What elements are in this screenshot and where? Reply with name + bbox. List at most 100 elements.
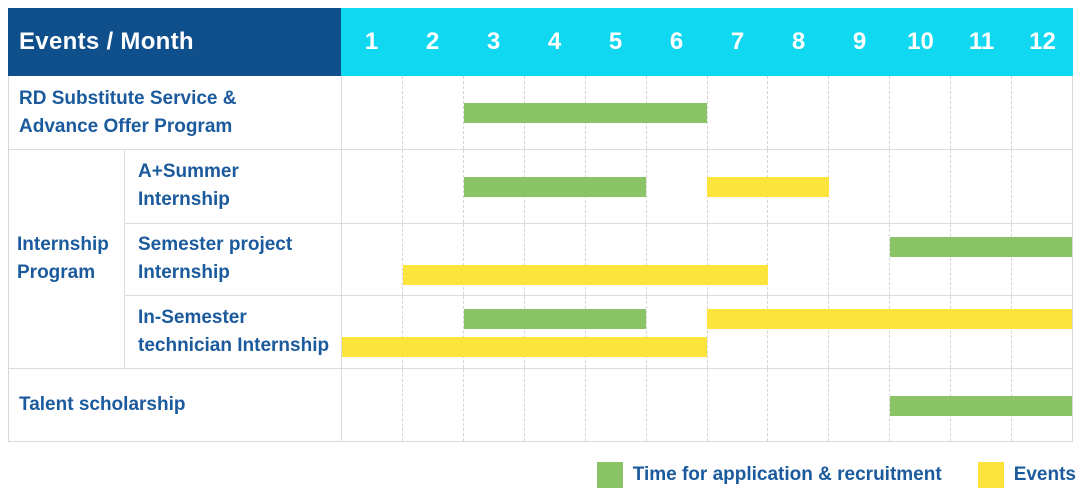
- legend-item-events: Events: [977, 462, 1076, 488]
- event-period-bar: [707, 309, 1072, 330]
- month-header-9: 9: [852, 28, 867, 55]
- grid-cell: [523, 296, 585, 368]
- grid-cell: [889, 76, 950, 149]
- row-label: Talent scholarship: [9, 369, 342, 441]
- grid-cell: [342, 369, 402, 441]
- month-header-10: 10: [907, 28, 934, 55]
- row-rd-substitute-service: RD Substitute Service & Advance Offer Pr…: [9, 76, 1072, 149]
- table-header-row: Events / Month 1 2 3 4 5 6 7 8 9 10 11 12: [8, 8, 1073, 76]
- grid-cell: [706, 296, 768, 368]
- grid-cell: [767, 76, 828, 149]
- grid-cell: [523, 369, 585, 441]
- row-in-semester-technician-internship: In-Semester technician Internship: [125, 295, 1072, 368]
- row-label: Semester project Internship: [125, 223, 342, 296]
- month-header-7: 7: [730, 28, 745, 55]
- application-swatch-icon: [596, 462, 623, 488]
- grid-cell: [767, 223, 828, 296]
- grid-cell: [401, 369, 463, 441]
- month-header-5: 5: [608, 28, 623, 55]
- row-group-internship-program: Internship Program A+Summer Internship S…: [9, 149, 1072, 368]
- grid-cell: [767, 296, 828, 368]
- grid-cell: [584, 223, 646, 296]
- row-label: In-Semester technician Internship: [125, 296, 342, 368]
- grid-cell: [950, 223, 1011, 296]
- row-label: RD Substitute Service & Advance Offer Pr…: [9, 76, 342, 149]
- month-header-8: 8: [791, 28, 806, 55]
- grid-cell: [767, 369, 828, 441]
- application-period-bar: [889, 236, 1072, 257]
- timeline-area: [342, 223, 1072, 296]
- grid-cell: [1011, 296, 1072, 368]
- months-header: 1 2 3 4 5 6 7 8 9 10 11 12: [341, 8, 1073, 76]
- month-header-4: 4: [547, 28, 562, 55]
- month-header-6: 6: [669, 28, 684, 55]
- event-period-bar: [342, 337, 707, 358]
- grid-cell: [584, 369, 646, 441]
- events-swatch-icon: [977, 462, 1004, 488]
- grid-cell: [889, 150, 950, 223]
- grid-cell: [950, 76, 1011, 149]
- grid-cell: [828, 150, 889, 223]
- application-period-bar: [463, 177, 647, 197]
- grid-cell: [401, 76, 463, 149]
- legend-label-application: Time for application & recruitment: [632, 464, 942, 485]
- timeline-area: [342, 150, 1072, 223]
- grid-cell: [1011, 76, 1072, 149]
- table-title: Events / Month: [8, 8, 341, 76]
- grid-cell: [462, 76, 524, 149]
- grid-cell: [342, 224, 402, 296]
- row-a-plus-summer-internship: A+Summer Internship: [125, 150, 1072, 223]
- grid-cell: [401, 150, 463, 223]
- month-header-12: 12: [1029, 28, 1056, 55]
- grid-cell: [828, 76, 889, 149]
- month-header-1: 1: [364, 28, 379, 55]
- grid-cell: [828, 369, 889, 441]
- events-month-table: Events / Month 1 2 3 4 5 6 7 8 9 10 11 12 RD Substi…: [8, 8, 1073, 442]
- grid-cell: [523, 223, 585, 296]
- month-header-3: 3: [486, 28, 501, 55]
- grid-cell: [889, 223, 950, 296]
- grid-cell: [645, 296, 707, 368]
- row-semester-project-internship: Semester project Internship: [125, 222, 1072, 296]
- month-header-2: 2: [425, 28, 440, 55]
- application-period-bar: [463, 309, 647, 330]
- month-header-11: 11: [968, 28, 995, 55]
- grid-cell: [645, 150, 707, 223]
- legend: Time for application & recruitment Event…: [596, 462, 1076, 488]
- grid-cell: [828, 223, 889, 296]
- grid-cell: [889, 296, 950, 368]
- grid-cell: [950, 150, 1011, 223]
- group-subrows: A+Summer Internship Semester project Int…: [125, 150, 1072, 368]
- grid-cell: [342, 150, 402, 223]
- grid-cell: [462, 296, 524, 368]
- grid-cell: [645, 223, 707, 296]
- timeline-area: [342, 369, 1072, 441]
- grid-cell: [462, 150, 524, 223]
- legend-item-application: Time for application & recruitment: [596, 462, 942, 488]
- grid-cell: [706, 223, 768, 296]
- row-label: A+Summer Internship: [125, 150, 342, 223]
- grid-cell: [462, 369, 524, 441]
- timeline-area: [342, 76, 1072, 149]
- timeline-area: [342, 296, 1072, 368]
- grid-cell: [401, 296, 463, 368]
- grid-cell: [706, 369, 768, 441]
- legend-label-events: Events: [1013, 464, 1076, 485]
- event-period-bar: [402, 264, 768, 285]
- application-period-bar: [463, 103, 707, 123]
- grid-cell: [342, 76, 402, 149]
- table-body: RD Substitute Service & Advance Offer Pr…: [8, 76, 1073, 442]
- grid-cell: [1011, 150, 1072, 223]
- group-label: Internship Program: [9, 150, 125, 368]
- event-period-bar: [707, 177, 829, 197]
- grid-cell: [462, 223, 524, 296]
- grid-cell: [1011, 223, 1072, 296]
- grid-cell: [401, 223, 463, 296]
- grid-cell: [950, 296, 1011, 368]
- grid-cell: [706, 76, 768, 149]
- application-period-bar: [889, 396, 1072, 416]
- grid-cell: [828, 296, 889, 368]
- grid-cell: [584, 296, 646, 368]
- grid-cell: [645, 369, 707, 441]
- row-talent-scholarship: Talent scholarship: [9, 368, 1072, 441]
